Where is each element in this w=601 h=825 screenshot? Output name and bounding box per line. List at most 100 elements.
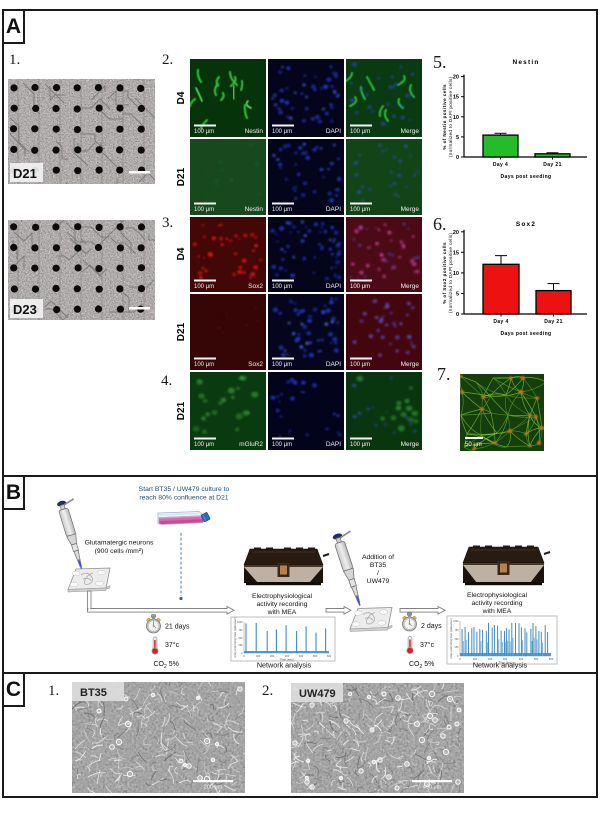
svg-text:100 μm: 100 μm — [272, 362, 292, 368]
svg-text:21 days: 21 days — [165, 624, 190, 631]
svg-text:600: 600 — [327, 654, 332, 658]
svg-text:BT35: BT35 — [370, 562, 386, 569]
svg-text:Addition of: Addition of — [362, 554, 394, 561]
svg-text:5: 5 — [456, 135, 459, 141]
svg-text:20: 20 — [453, 75, 459, 81]
svg-text:activity recording: activity recording — [257, 601, 308, 608]
svg-text:5: 5 — [456, 292, 459, 298]
svg-text:mGluR2: mGluR2 — [239, 441, 263, 448]
svg-text:50 μm: 50 μm — [465, 442, 482, 448]
svg-text:15: 15 — [453, 95, 459, 101]
svg-text:Array-wide Firing Rate (spikes: Array-wide Firing Rate (spikes/sec) — [233, 617, 237, 657]
svg-text:Days post seeding: Days post seeding — [501, 331, 552, 337]
svg-text:Nestin: Nestin — [512, 59, 539, 66]
svg-text:100 μm: 100 μm — [350, 442, 370, 448]
svg-text:Glutamatergic neurons: Glutamatergic neurons — [85, 540, 154, 547]
svg-text:300: 300 — [285, 654, 290, 658]
svg-text:CO2 5%: CO2 5% — [154, 661, 179, 670]
svg-text:100 μm: 100 μm — [350, 284, 370, 290]
svg-text:Merge: Merge — [401, 361, 420, 368]
svg-text:10: 10 — [453, 115, 459, 121]
svg-text:reach 80% confluence at D21: reach 80% confluence at D21 — [139, 495, 228, 502]
svg-text:100 μm: 100 μm — [194, 284, 214, 290]
svg-text:Merge: Merge — [401, 206, 420, 213]
svg-text:Sox2: Sox2 — [248, 361, 263, 368]
svg-text:1000: 1000 — [237, 621, 243, 624]
svg-text:Day 4: Day 4 — [493, 319, 508, 325]
svg-text:(normalized to DAPI positive c: (normalized to DAPI positive cells) — [448, 233, 453, 314]
svg-text:37°c: 37°c — [165, 641, 180, 649]
svg-text:Network analysis: Network analysis — [473, 661, 528, 670]
svg-text:Nestin: Nestin — [245, 128, 264, 135]
svg-text:200: 200 — [488, 657, 493, 661]
svg-text:Merge: Merge — [401, 441, 420, 448]
svg-text:activity recording: activity recording — [472, 600, 523, 607]
svg-text:100 μm: 100 μm — [350, 207, 370, 213]
svg-text:Nestin: Nestin — [245, 206, 264, 213]
svg-text:Network analysis: Network analysis — [257, 661, 312, 670]
svg-text:Sox2: Sox2 — [248, 283, 263, 290]
svg-text:Time (sec): Time (sec) — [498, 661, 512, 665]
svg-text:BT35: BT35 — [80, 687, 107, 699]
svg-text:500: 500 — [313, 654, 318, 658]
svg-text:(normalized to DAPI positive c: (normalized to DAPI positive cells) — [448, 76, 453, 157]
svg-text:/: / — [377, 570, 379, 577]
svg-text:37°c: 37°c — [420, 641, 435, 649]
svg-text:Electrophysiological: Electrophysiological — [467, 592, 528, 599]
svg-text:(900 cells /mm²): (900 cells /mm²) — [95, 548, 144, 555]
svg-text:0: 0 — [241, 652, 243, 655]
svg-text:100 μm: 100 μm — [272, 207, 292, 213]
svg-text:200: 200 — [270, 654, 275, 658]
svg-text:100 μm: 100 μm — [272, 129, 292, 135]
svg-text:500: 500 — [239, 637, 244, 640]
svg-text:UW479: UW479 — [299, 688, 336, 700]
svg-text:20: 20 — [453, 230, 459, 236]
svg-text:100 μm: 100 μm — [194, 207, 214, 213]
svg-text:100: 100 — [473, 657, 478, 661]
svg-text:DAPI: DAPI — [326, 441, 341, 448]
svg-text:400 μm: 400 μm — [423, 785, 442, 791]
svg-text:100 μm: 100 μm — [350, 362, 370, 368]
svg-text:% of Nestin positive cells: % of Nestin positive cells — [442, 84, 447, 150]
svg-text:with MEA: with MEA — [267, 609, 297, 616]
svg-text:% of Sox2 positive cells: % of Sox2 positive cells — [442, 242, 447, 304]
svg-text:400: 400 — [299, 654, 304, 658]
svg-text:600: 600 — [549, 657, 554, 661]
svg-text:10: 10 — [453, 271, 459, 277]
svg-text:UW479: UW479 — [367, 578, 390, 585]
svg-text:0: 0 — [459, 657, 461, 661]
svg-text:CO2 5%: CO2 5% — [409, 661, 434, 670]
svg-text:DAPI: DAPI — [326, 206, 341, 213]
svg-text:Sox2: Sox2 — [516, 221, 536, 228]
svg-text:0: 0 — [456, 312, 459, 318]
svg-text:750: 750 — [239, 629, 244, 632]
svg-text:Merge: Merge — [401, 128, 420, 135]
svg-text:0: 0 — [456, 155, 459, 161]
svg-text:100: 100 — [256, 654, 261, 658]
svg-text:0: 0 — [243, 654, 245, 658]
svg-text:D21: D21 — [13, 166, 37, 181]
svg-text:250: 250 — [455, 646, 460, 649]
svg-text:Merge: Merge — [401, 283, 420, 290]
svg-text:Time (sec): Time (sec) — [279, 658, 293, 662]
svg-text:500: 500 — [534, 657, 539, 661]
svg-text:Start BT35 / UW479 culture to: Start BT35 / UW479 culture to — [139, 486, 230, 493]
svg-text:0: 0 — [457, 655, 459, 658]
svg-text:100 μm: 100 μm — [194, 129, 214, 135]
svg-text:D23: D23 — [13, 302, 37, 317]
svg-text:1000: 1000 — [453, 620, 459, 623]
svg-text:100 μm: 100 μm — [272, 284, 292, 290]
svg-text:100 μm: 100 μm — [194, 442, 214, 448]
svg-text:500: 500 — [455, 638, 460, 641]
svg-text:200 μm: 200 μm — [204, 785, 223, 791]
svg-text:750: 750 — [455, 629, 460, 632]
svg-text:100 μm: 100 μm — [194, 362, 214, 368]
svg-text:DAPI: DAPI — [326, 283, 341, 290]
svg-text:DAPI: DAPI — [326, 361, 341, 368]
svg-text:2 days: 2 days — [421, 623, 442, 630]
svg-text:15: 15 — [453, 250, 459, 256]
svg-text:Day 4: Day 4 — [493, 162, 508, 168]
svg-text:Array-wide Firing Rate (spikes: Array-wide Firing Rate (spikes/sec) — [449, 618, 453, 658]
svg-text:100 μm: 100 μm — [272, 442, 292, 448]
svg-text:Electrophysiological: Electrophysiological — [252, 593, 313, 600]
